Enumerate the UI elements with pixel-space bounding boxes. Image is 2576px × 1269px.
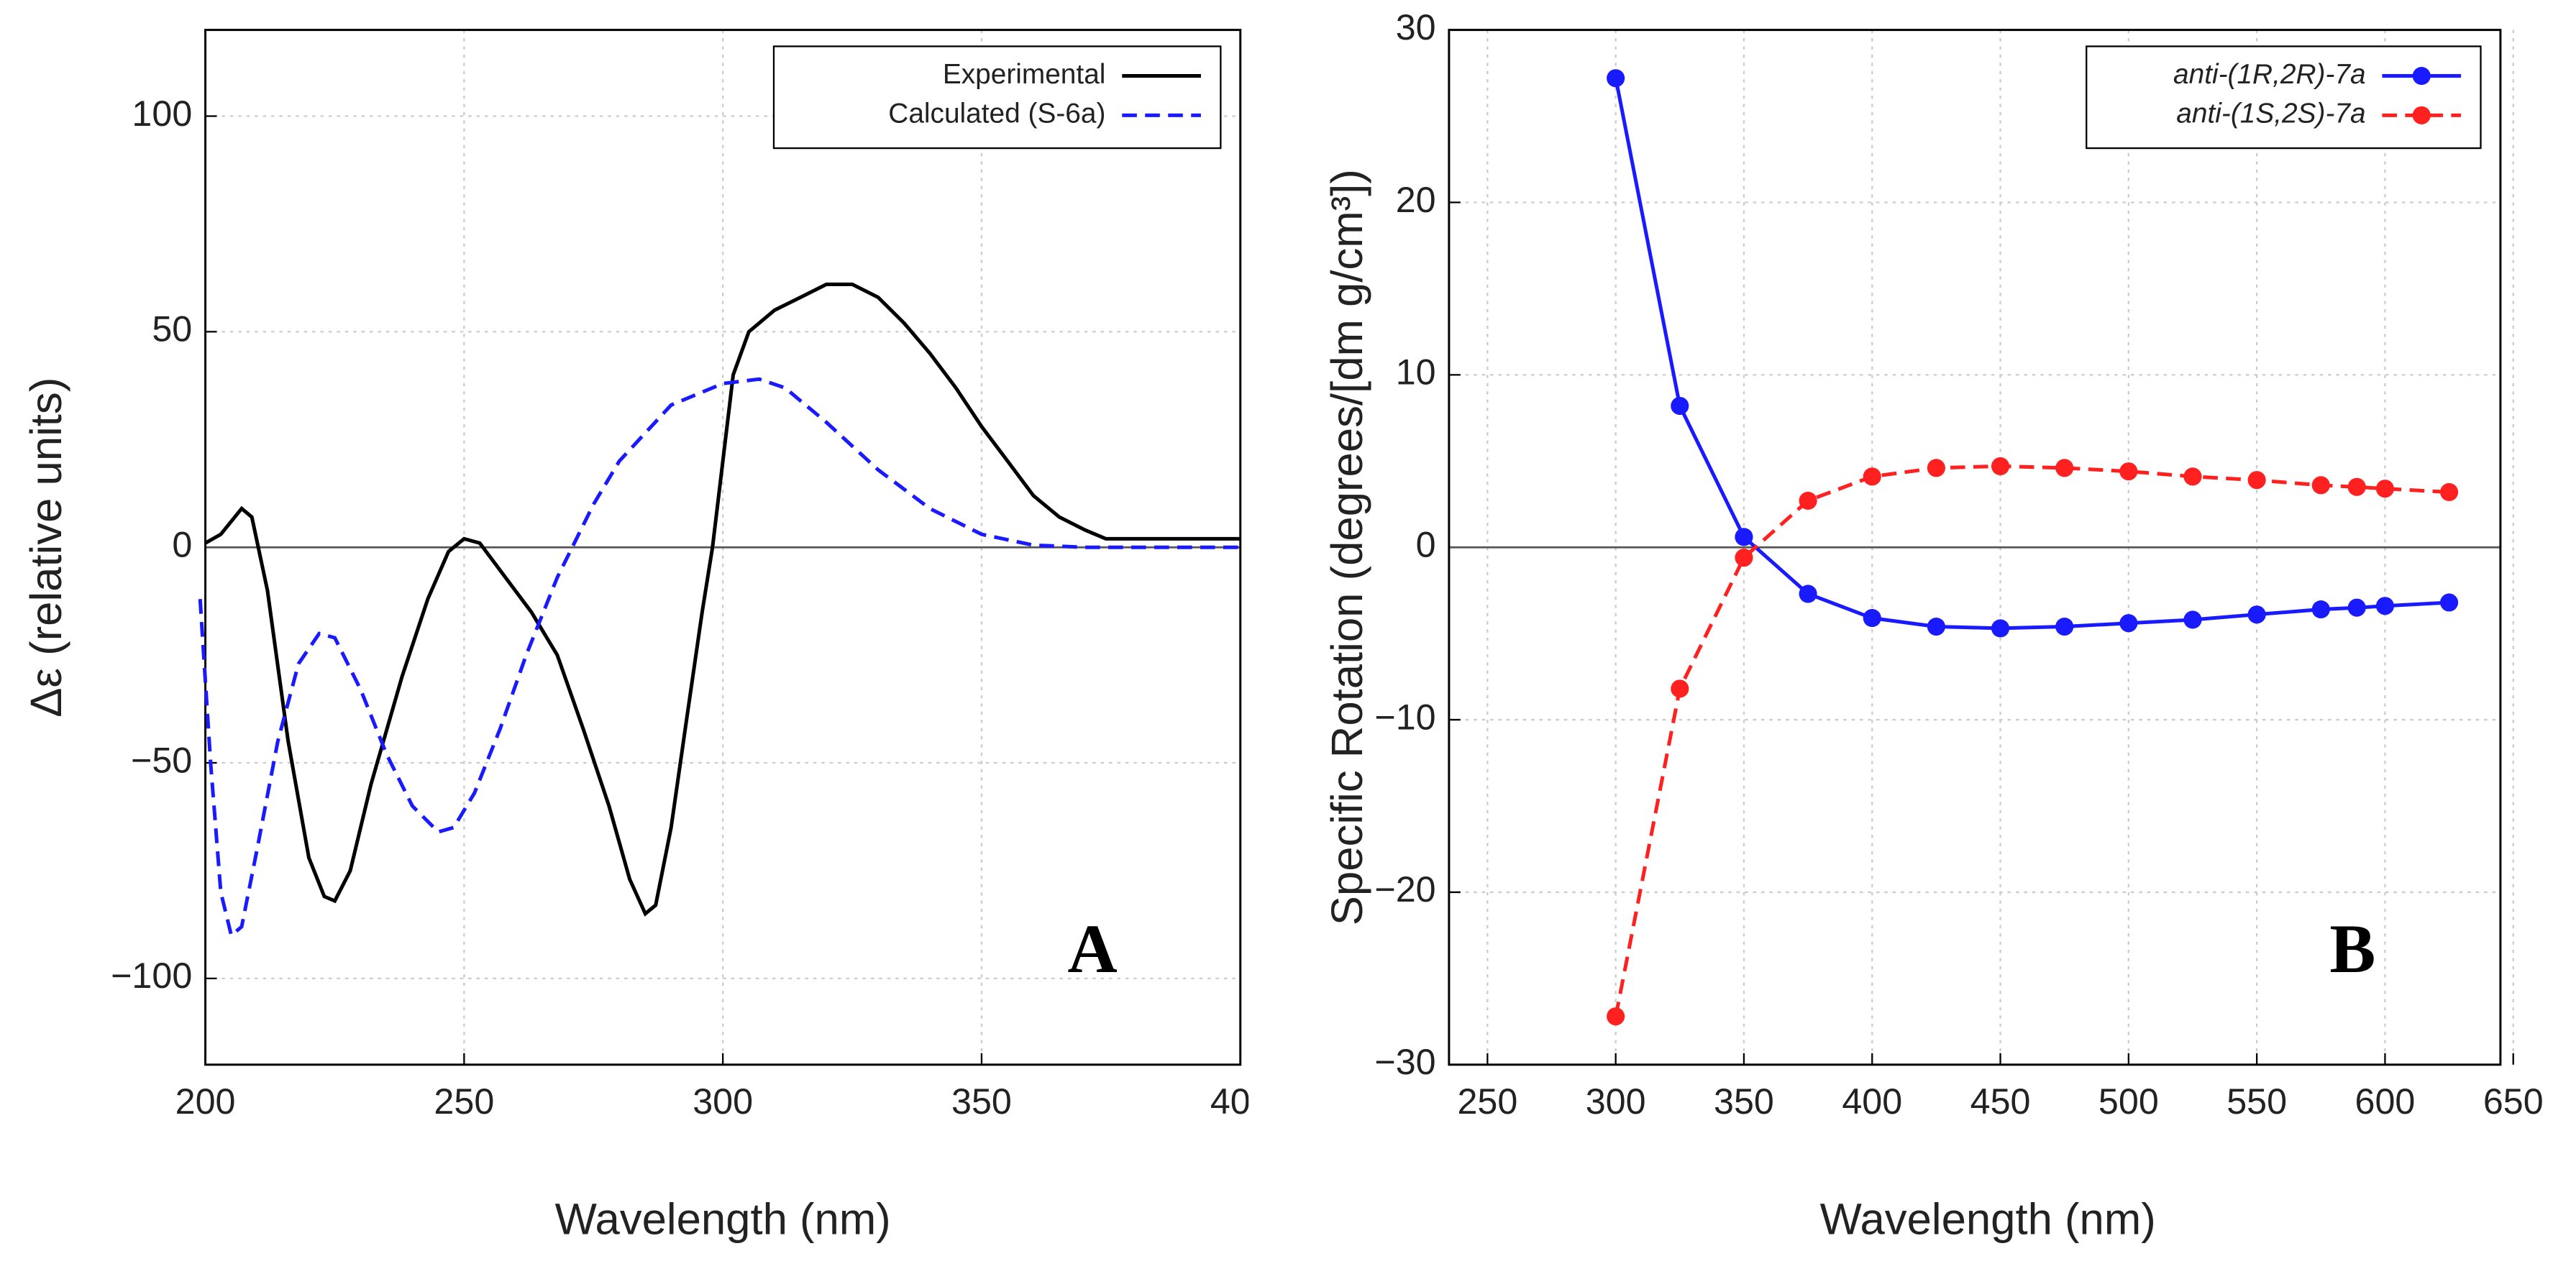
y-axis-label: Δε (relative units) [22, 377, 71, 718]
x-tick-label: 600 [2355, 1081, 2416, 1122]
x-tick-label: 550 [2226, 1081, 2287, 1122]
y-tick-label: 20 [1396, 180, 1436, 220]
data-point [1927, 459, 1945, 477]
data-point [1799, 585, 1817, 603]
legend-box [772, 45, 1222, 150]
y-tick-label: 50 [152, 309, 192, 349]
data-point [1671, 679, 1689, 698]
data-point [2347, 598, 2366, 617]
y-tick-label: −50 [131, 740, 192, 780]
x-tick-label: 300 [1586, 1081, 1646, 1122]
x-tick-label: 500 [2098, 1081, 2159, 1122]
data-point [2183, 467, 2202, 486]
legend-marker [2412, 67, 2431, 86]
data-point [2055, 617, 2074, 636]
y-tick-label: 30 [1396, 7, 1436, 47]
data-point [2375, 597, 2395, 615]
legend-label: anti-(1R,2R)-7a [2173, 59, 2366, 90]
data-point [2347, 477, 2366, 496]
y-tick-label: 10 [1396, 352, 1436, 393]
x-tick-label: 350 [951, 1081, 1012, 1122]
x-tick-label: 200 [175, 1081, 236, 1122]
data-point [1607, 69, 1625, 88]
x-axis-label: Wavelength (nm) [1820, 1194, 2156, 1244]
data-point [2247, 605, 2266, 624]
x-tick-label: 350 [1714, 1081, 1774, 1122]
panel-b: 250 300 350 400 450 500 550 600 650 −30 −20 −10 0 10 2… [1323, 7, 2544, 1245]
legend-label: Experimental [943, 59, 1106, 90]
series-line [204, 282, 1241, 917]
data-point [2311, 600, 2330, 619]
data-point [2247, 471, 2266, 490]
data-point [2375, 480, 2395, 498]
data-point [1927, 617, 1945, 636]
series-line [1614, 78, 2449, 631]
data-point [1607, 1007, 1625, 1026]
data-point [2440, 482, 2459, 502]
plot-frame [204, 29, 1242, 1066]
data-point [1863, 467, 1881, 486]
y-tick-label: −20 [1374, 869, 1435, 910]
y-tick-label: 100 [132, 93, 192, 134]
series-line [198, 377, 1241, 939]
y-tick-label: 0 [172, 524, 192, 564]
x-axis-label: Wavelength (nm) [555, 1194, 891, 1244]
y-tick-label: −30 [1374, 1042, 1435, 1082]
x-tick-label: 400 [1842, 1081, 1902, 1122]
data-point [2311, 476, 2330, 495]
y-tick-label: −10 [1374, 697, 1435, 737]
data-point [2119, 462, 2138, 481]
x-tick-label: 650 [2483, 1081, 2544, 1122]
x-tick-label: 250 [434, 1081, 494, 1122]
plot-frame [1448, 29, 2502, 1066]
x-tick-label: 400 [1210, 1081, 1271, 1122]
series-line [1614, 464, 2449, 1017]
y-tick-label: 0 [1416, 524, 1436, 564]
data-point [1735, 549, 1753, 567]
data-point [1799, 491, 1817, 510]
x-tick-label: 300 [693, 1081, 753, 1122]
data-point [1991, 619, 2010, 638]
x-tick-label: 250 [1457, 1081, 1517, 1122]
panel-a: 200 250 300 350 400 −100 −50 0 50 100 Wavelength (… [22, 29, 1271, 1244]
data-point [1671, 396, 1689, 416]
data-point [1735, 528, 1753, 546]
y-axis-label: Specific Rotation (degrees/[dm g/cm³]) [1323, 169, 1372, 925]
y-tick-label: −100 [111, 956, 192, 996]
panel-label: A [1068, 911, 1118, 987]
legend-label: anti-(1S,2S)-7a [2176, 99, 2365, 129]
data-point [2119, 614, 2138, 633]
legend-marker [2412, 106, 2431, 124]
data-point [2440, 593, 2459, 612]
data-point [1991, 457, 2010, 476]
x-tick-label: 450 [1970, 1081, 2031, 1122]
legend-label: Calculated (S-6a) [888, 99, 1105, 129]
legend-box [2086, 45, 2482, 150]
panel-label: B [2329, 911, 2375, 987]
data-point [2055, 459, 2074, 477]
data-point [2183, 610, 2202, 629]
data-point [1863, 608, 1881, 628]
